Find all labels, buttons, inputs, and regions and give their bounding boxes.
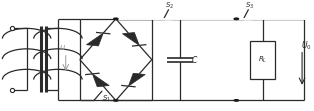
Bar [251, 41, 275, 79]
Circle shape [234, 18, 239, 20]
Circle shape [114, 100, 118, 101]
Circle shape [114, 18, 118, 20]
Text: $S_3$: $S_3$ [245, 1, 254, 11]
Text: u: u [60, 43, 65, 52]
Polygon shape [86, 33, 103, 46]
Polygon shape [128, 73, 145, 86]
Text: $C$: $C$ [191, 54, 198, 65]
Text: $R_L$: $R_L$ [258, 55, 268, 65]
Text: $U_0$: $U_0$ [300, 39, 311, 52]
Polygon shape [122, 33, 139, 45]
Text: $S_2$: $S_2$ [165, 1, 174, 11]
Text: $S_1$: $S_1$ [102, 94, 111, 104]
Circle shape [234, 100, 239, 101]
Polygon shape [92, 74, 109, 87]
